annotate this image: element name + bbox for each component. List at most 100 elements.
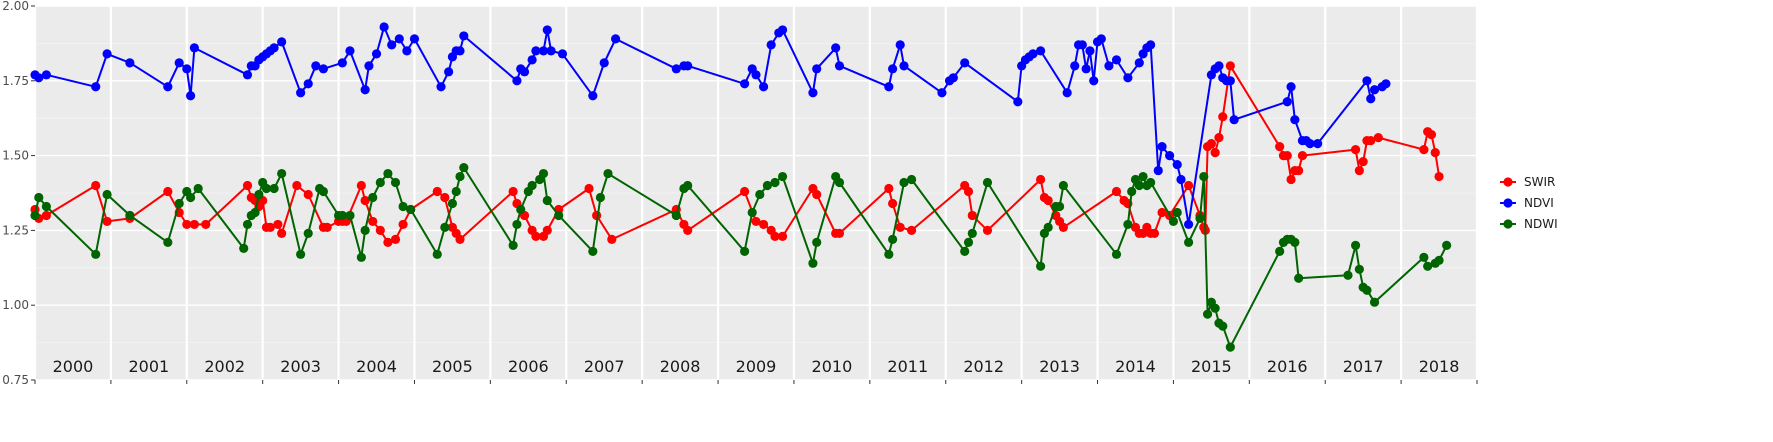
data-point-ndwi (808, 258, 818, 268)
data-point-ndvi (1172, 159, 1182, 170)
data-point-ndwi (1442, 240, 1452, 250)
data-point-ndwi (740, 246, 750, 256)
data-point-ndwi (1294, 273, 1304, 283)
data-point-ndvi (455, 46, 465, 56)
data-point-swir (440, 192, 450, 203)
data-point-ndvi (459, 31, 469, 41)
data-point-ndvi (895, 40, 905, 50)
data-point-ndwi (1423, 261, 1433, 271)
data-point-ndvi (1085, 46, 1095, 56)
data-point-ndvi (409, 34, 420, 44)
data-point-ndwi (1354, 264, 1364, 274)
data-point-ndwi (125, 210, 135, 221)
data-point-ndvi (102, 49, 112, 59)
data-point-swir (884, 183, 894, 194)
data-point-swir (508, 186, 518, 197)
data-point-ndwi (888, 234, 898, 244)
y-tick-label: 1.75 (2, 74, 29, 88)
data-point-ndvi (599, 58, 609, 68)
year-label: 2002 (204, 357, 245, 376)
data-point-ndvi (557, 49, 568, 59)
data-point-swir (531, 231, 541, 241)
data-point-ndwi (174, 198, 184, 209)
data-point-ndvi (527, 55, 537, 65)
data-point-ndwi (447, 198, 458, 209)
data-point-ndvi (1229, 115, 1239, 125)
data-point-ndwi (1058, 180, 1068, 191)
data-point-ndwi (451, 186, 461, 197)
data-point-ndwi (588, 246, 598, 256)
data-point-ndwi (516, 204, 526, 215)
year-label: 2001 (128, 357, 169, 376)
data-point-swir (163, 186, 173, 197)
y-tick-label: 2.00 (2, 0, 29, 13)
data-point-ndwi (356, 252, 366, 262)
data-point-ndvi (1176, 174, 1186, 185)
data-point-ndwi (239, 243, 249, 253)
data-point-swir (277, 228, 287, 238)
legend-key-point (1503, 198, 1513, 208)
data-point-swir (607, 234, 617, 244)
data-point-swir (1036, 174, 1046, 185)
data-point-ndwi (360, 225, 370, 235)
data-point-ndvi (182, 64, 192, 74)
data-point-ndwi (261, 183, 272, 194)
series-layer (30, 22, 1452, 352)
data-point-swir (356, 180, 366, 191)
data-point-ndwi (1290, 237, 1300, 247)
data-point-ndwi (163, 237, 173, 247)
data-point-ndvi (812, 64, 822, 74)
data-point-swir (265, 222, 275, 233)
data-point-ndvi (277, 37, 287, 47)
data-point-ndwi (185, 192, 196, 203)
data-point-ndvi (1096, 34, 1106, 44)
data-point-swir (273, 219, 283, 230)
data-point-ndvi (777, 25, 788, 35)
data-point-ndvi (888, 64, 898, 74)
data-point-ndwi (899, 177, 909, 188)
data-point-ndvi (808, 88, 818, 98)
data-point-ndwi (512, 219, 522, 230)
data-point-ndwi (193, 183, 203, 194)
data-point-ndwi (383, 168, 393, 179)
data-point-ndvi (683, 61, 693, 71)
data-point-ndvi (1104, 61, 1114, 71)
data-point-swir (1294, 165, 1304, 176)
data-point-ndwi (1225, 342, 1235, 352)
data-point-ndwi (440, 222, 450, 233)
data-point-swir (1430, 148, 1440, 158)
data-point-ndwi (34, 192, 44, 203)
data-point-ndvi (1028, 49, 1038, 59)
year-label: 2009 (736, 357, 777, 376)
year-label: 2005 (432, 357, 473, 376)
data-point-ndvi (189, 43, 199, 53)
year-labels: 2000 2001 2002 2003 2004 2005 2006 2007 2008 2009… (53, 357, 1460, 376)
data-point-ndvi (538, 46, 549, 56)
data-point-ndwi (671, 210, 681, 221)
data-point-swir (322, 222, 332, 233)
data-point-ndvi (1070, 61, 1080, 71)
data-point-swir (398, 219, 408, 230)
year-label: 2013 (1039, 357, 1080, 376)
data-point-swir (1043, 195, 1053, 206)
data-point-swir (1282, 151, 1292, 161)
data-point-ndwi (812, 237, 822, 247)
data-point-swir (189, 219, 199, 230)
data-point-ndwi (296, 249, 306, 259)
data-point-ndvi (1214, 61, 1224, 71)
data-point-swir (1157, 207, 1167, 218)
x-axis (34, 380, 1478, 384)
data-point-ndvi (91, 82, 101, 92)
data-point-ndwi (242, 219, 253, 230)
year-label: 2008 (660, 357, 701, 376)
data-point-swir (432, 186, 442, 197)
data-point-ndwi (770, 177, 780, 188)
data-point-ndvi (1282, 97, 1292, 107)
data-point-ndvi (1369, 85, 1380, 95)
data-point-ndvi (1089, 76, 1099, 86)
data-point-swir (967, 210, 977, 221)
data-point-swir (242, 180, 253, 191)
data-point-swir (812, 189, 822, 200)
data-point-swir (777, 231, 788, 241)
data-point-ndvi (1123, 73, 1133, 83)
